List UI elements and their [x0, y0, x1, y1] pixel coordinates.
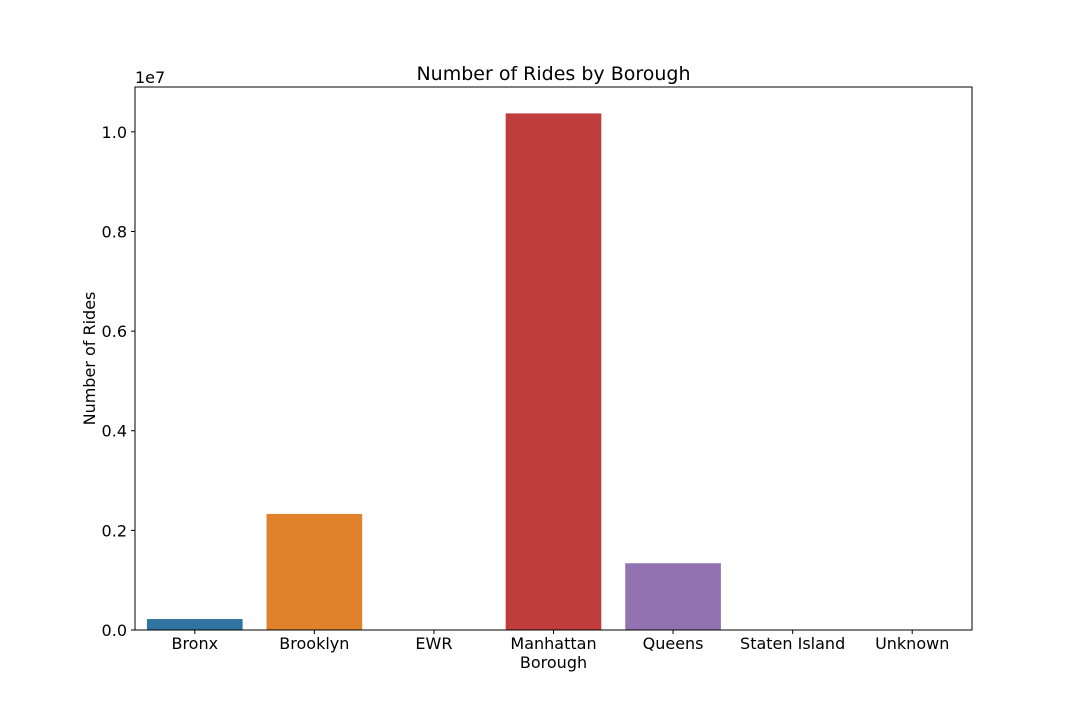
bar-queens [625, 563, 721, 630]
bar-brooklyn [266, 513, 363, 630]
x-tick-label: Manhattan [510, 634, 596, 653]
x-tick-label: Unknown [875, 634, 949, 653]
bar-bronx [146, 619, 243, 630]
y-tick-label: 0.4 [102, 422, 127, 441]
x-tick-label: Staten Island [740, 634, 845, 653]
y-tick-label: 0.6 [102, 322, 127, 341]
x-tick-label: Queens [643, 634, 704, 653]
y-tick-label: 0.2 [102, 521, 127, 540]
chart-title: Number of Rides by Borough [416, 63, 690, 85]
y-axis-ticks: 0.0 0.2 0.4 0.6 0.8 1.0 [102, 123, 135, 640]
plot-frame [134, 86, 973, 631]
x-tick-label: Bronx [171, 634, 218, 653]
bars-group [146, 113, 961, 630]
x-axis-ticks: Bronx Brooklyn EWR Manhattan Queens Staten Is… [171, 630, 949, 653]
x-tick-label: EWR [415, 634, 452, 653]
y-tick-label: 0.8 [102, 222, 127, 241]
y-axis-offset-label: 1e7 [135, 68, 165, 87]
x-axis-label: Borough [520, 653, 587, 672]
x-tick-label: Brooklyn [279, 634, 349, 653]
bar-manhattan [505, 113, 602, 630]
y-tick-label: 0.0 [102, 621, 127, 640]
y-tick-label: 1.0 [102, 123, 127, 142]
y-axis-label: Number of Rides [80, 292, 99, 426]
